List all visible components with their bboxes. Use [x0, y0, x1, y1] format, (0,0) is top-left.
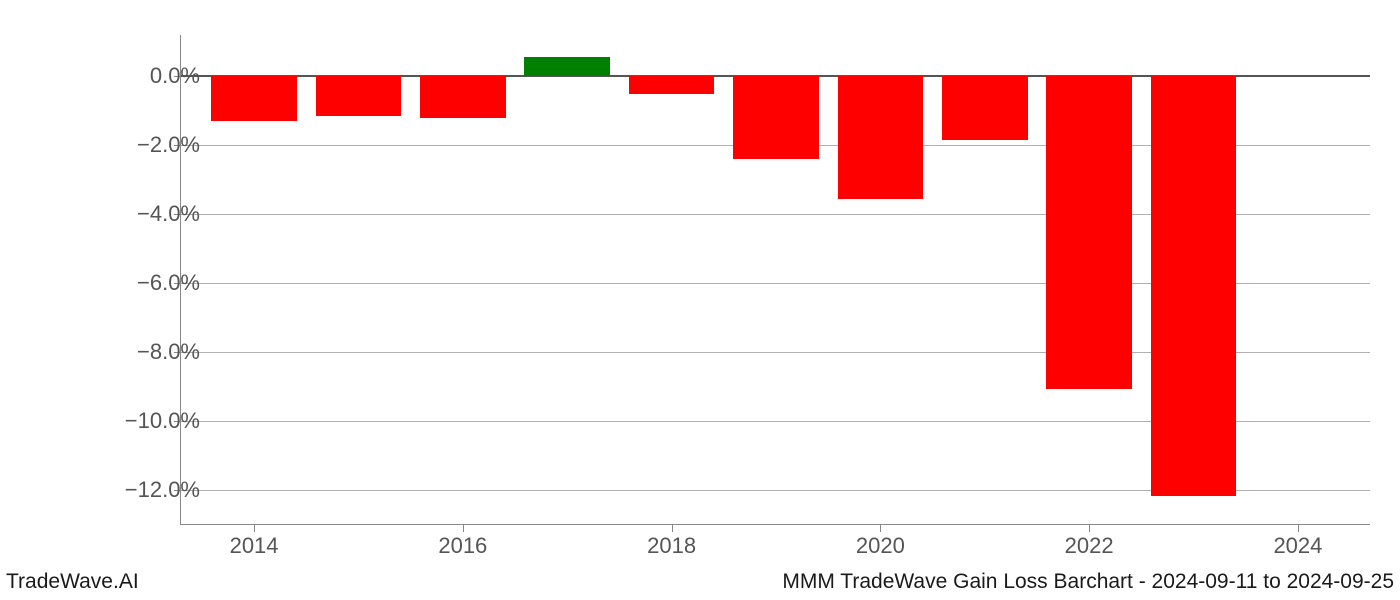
y-tick-label: −2.0% [100, 132, 200, 158]
bar [629, 76, 715, 93]
y-tick-label: −6.0% [100, 270, 200, 296]
y-tick-label: −4.0% [100, 201, 200, 227]
x-tick-mark [254, 525, 255, 532]
y-tick-label: −10.0% [100, 408, 200, 434]
plot-area: 201420162018202020222024 [180, 35, 1370, 525]
x-tick-mark [1298, 525, 1299, 532]
bar [838, 76, 924, 199]
x-tick-label: 2018 [647, 533, 696, 559]
bar [420, 76, 506, 117]
y-tick-label: −8.0% [100, 339, 200, 365]
chart-container: 201420162018202020222024 [180, 35, 1370, 525]
x-tick-label: 2022 [1065, 533, 1114, 559]
y-tick-label: −12.0% [100, 477, 200, 503]
x-tick-mark [463, 525, 464, 532]
x-tick-label: 2016 [438, 533, 487, 559]
bar [942, 76, 1028, 140]
bar [211, 76, 297, 121]
x-tick-mark [672, 525, 673, 532]
x-tick-label: 2020 [856, 533, 905, 559]
x-tick-label: 2014 [230, 533, 279, 559]
x-tick-mark [1089, 525, 1090, 532]
bar [316, 76, 402, 116]
bar [1151, 76, 1237, 495]
footer-right-text: MMM TradeWave Gain Loss Barchart - 2024-… [782, 570, 1394, 594]
x-tick-label: 2024 [1273, 533, 1322, 559]
footer-left-text: TradeWave.AI [6, 570, 139, 594]
x-tick-mark [880, 525, 881, 532]
bar [524, 57, 610, 76]
bar [1046, 76, 1132, 388]
y-tick-label: 0.0% [100, 63, 200, 89]
bar [733, 76, 819, 159]
